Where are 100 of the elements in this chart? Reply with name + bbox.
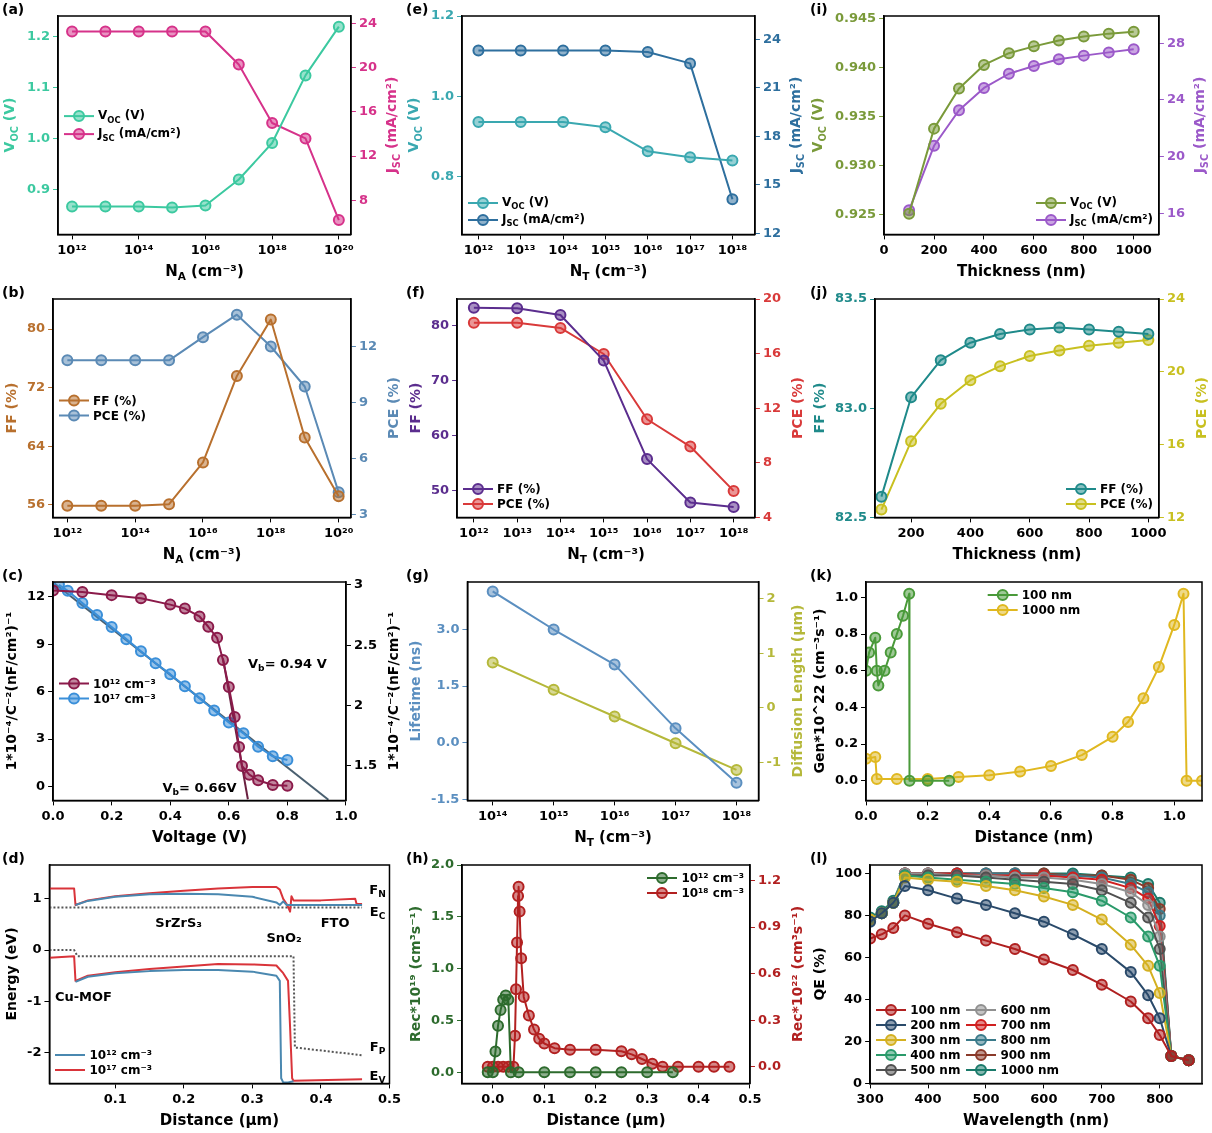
text: (l) [810, 850, 828, 866]
y-tick-label: 1.0 [27, 129, 51, 145]
y-tick-label: 0.0 [431, 1063, 455, 1079]
y2-axis-title: Rec*10²² (cm³s⁻¹) [789, 906, 805, 1043]
x-axis-title: Voltage (V) [152, 828, 248, 846]
y2-axis-title: PCE (%) [385, 377, 401, 440]
y2-tick-label: 24 [1166, 290, 1185, 306]
y2-tick-label: 12 [358, 147, 377, 163]
y2-tick-label: 8 [358, 191, 368, 207]
y-tick-label: 1.0 [835, 588, 859, 604]
y2-tick-label: 24 [762, 30, 781, 46]
x-axis-title: N$_{T}$ (cm⁻³) [569, 262, 648, 282]
x-tick-label: 400 [914, 1090, 942, 1106]
y-tick-label: 0.4 [835, 698, 859, 714]
y-tick-label: 70 [431, 372, 450, 388]
legend-label: V$_{OC}$ (V) [98, 108, 146, 125]
x-tick-label: 300 [856, 1090, 884, 1106]
x-tick-label: 400 [956, 524, 984, 540]
y2-axis-title: PCE (%) [1193, 377, 1209, 440]
x-tick-label: 600 [1016, 524, 1044, 540]
x-tick-label: 10¹² [52, 524, 83, 540]
y-tick-label: 56 [27, 496, 46, 512]
x-tick-label: 0.6 [1039, 807, 1063, 823]
x-tick-label: 0.0 [481, 1090, 505, 1106]
x-tick-label: 0.3 [240, 1090, 264, 1106]
y-tick-label: 72 [27, 379, 46, 395]
y-tick-label: 1.0 [431, 960, 455, 976]
x-tick-label: 10¹² [57, 241, 87, 257]
x-tick-label: 600 [1030, 1090, 1058, 1106]
text: (g) [406, 567, 429, 583]
annotation: V$_{b}$= 0.94 V [248, 655, 327, 674]
y-axis-title: FF (%) [407, 382, 423, 434]
legend-label: J$_{SC}$ (mA/cm²) [1070, 212, 1153, 229]
y-tick-label: 0.940 [835, 59, 877, 75]
legend-label: 10¹² cm⁻³ [93, 676, 156, 691]
legend-label: 700 nm [1000, 1018, 1051, 1033]
y2-tick-label: 21 [762, 79, 781, 95]
legend-label: 100 nm [910, 1003, 961, 1018]
y2-tick-label: 20 [1166, 363, 1185, 379]
legend-label: J$_{SC}$ (mA/cm²) [502, 212, 585, 229]
legend-label: PCE (%) [93, 408, 147, 423]
legend-label: 800 nm [1000, 1033, 1051, 1048]
x-tick-label: 10¹⁵ [538, 807, 569, 823]
y-tick-label: 1.1 [27, 78, 51, 94]
y2-tick-label: 2 [353, 696, 364, 712]
y-axis-title: Rec*10¹⁹ (cm³s⁻¹) [407, 906, 423, 1043]
y-tick-label: -1 [26, 992, 42, 1008]
y-tick-label: 1 [32, 890, 42, 906]
x-tick-label: 0.8 [275, 807, 299, 823]
x-tick-label: 10¹³ [506, 241, 536, 257]
x-tick-label: 200 [920, 241, 948, 257]
text: (c) [2, 567, 24, 583]
y2-tick-label: 12 [762, 224, 781, 240]
text: (f) [406, 284, 425, 300]
y-tick-label: 80 [844, 906, 863, 922]
x-tick-label: 10¹⁵ [589, 524, 619, 540]
y2-tick-label: 20 [1166, 147, 1185, 163]
y2-tick-label: 0.6 [757, 965, 781, 981]
x-tick-label: 0.1 [532, 1090, 556, 1106]
y-tick-label: 0.8 [835, 625, 859, 641]
legend-label: FF (%) [497, 482, 541, 497]
legend-label: PCE (%) [1099, 497, 1153, 512]
text: (h) [406, 850, 429, 866]
annotation: F$_{N}$ [369, 881, 386, 900]
x-axis-title: N$_{A}$ (cm⁻³) [162, 545, 242, 565]
x-tick-label: 10¹⁸ [718, 524, 749, 540]
x-axis-title: Wavelength (nm) [963, 1111, 1110, 1129]
x-tick-label: 10¹⁶ [632, 524, 663, 540]
x-tick-label: 10¹⁴ [477, 807, 508, 823]
x-tick-label: 10¹⁴ [545, 524, 576, 540]
y2-tick-label: 3 [358, 506, 368, 522]
x-tick-label: 10¹⁶ [633, 241, 663, 257]
y-tick-label: 100 [835, 864, 863, 880]
annotation: SnO₂ [266, 929, 302, 945]
legend-label: 100 nm [1021, 588, 1072, 602]
x-tick-label: 800 [1070, 241, 1098, 257]
legend-label: 400 nm [910, 1048, 961, 1063]
y-tick-label: 1.5 [436, 677, 460, 693]
annotation: E$_{V}$ [369, 1067, 386, 1086]
legend-label: 1000 nm [1000, 1063, 1060, 1078]
x-tick-label: 10¹⁸ [256, 524, 286, 540]
y-tick-label: 0.9 [27, 180, 51, 196]
annotation: SrZrS₃ [155, 914, 202, 930]
y2-tick-label: 12 [1166, 508, 1185, 524]
y-axis-title: FF (%) [811, 382, 827, 434]
y-tick-label: 0.0 [835, 772, 859, 788]
y-tick-label: 83.0 [835, 399, 868, 415]
y2-tick-label: 2 [766, 590, 776, 606]
y-tick-label: 0.2 [835, 735, 859, 751]
y-tick-label: 0.6 [835, 662, 859, 678]
x-tick-label: 10¹⁶ [188, 524, 219, 540]
x-tick-label: 10¹⁴ [548, 241, 579, 257]
legend-label: 10¹⁷ cm⁻³ [89, 1063, 153, 1078]
x-tick-label: 10¹⁶ [190, 241, 221, 257]
y-tick-label: -2 [26, 1044, 42, 1060]
text: (i) [810, 1, 828, 17]
x-tick-label: 0.4 [977, 807, 1001, 823]
y2-tick-label: 20 [762, 290, 781, 306]
legend-label: FF (%) [1099, 482, 1144, 497]
legend-label: 10¹⁸ cm⁻³ [681, 886, 744, 900]
